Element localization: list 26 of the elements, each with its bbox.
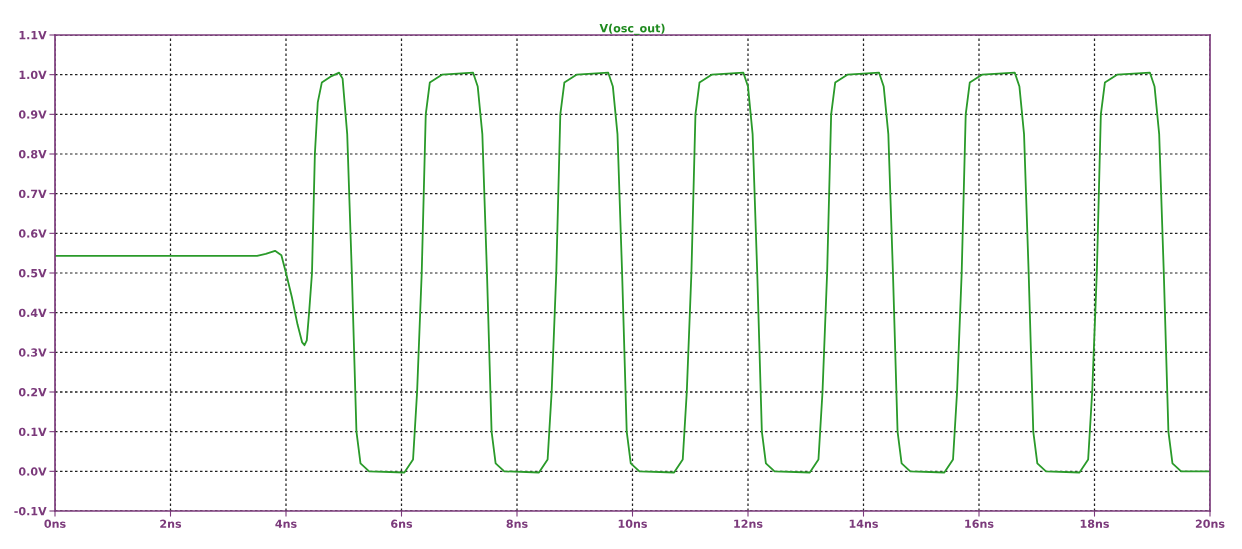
y-tick-label: 0.9V [18,110,47,119]
x-tick-label: 16ns [965,519,994,528]
x-tick-label: 18ns [1080,519,1109,528]
line-series [55,71,1210,474]
x-tick-label: 20ns [1195,519,1225,528]
x-tick-label: 14ns [849,519,878,528]
y-tick-label: 0.3V [18,348,47,357]
y-tick-label: 0.8V [18,149,47,159]
y-tick-label: 0.6V [18,229,47,238]
y-tick-label: 1.0V [19,70,47,80]
y-tick-label: -0.1V [14,506,47,516]
y-tick-label: 0.0V [18,467,47,476]
y-tick-label: 1.1V [19,31,47,40]
x-tick-label: 8ns [506,519,528,528]
chart-title: V(osc_out) [599,23,665,35]
x-tick-label: 10ns [618,519,647,528]
y-tick-label: 0.2V [18,387,47,397]
y-tick-label: 0.4V [18,308,47,318]
y-tick-label: 0.1V [18,427,47,437]
x-tick-label: 12ns [734,519,763,528]
x-tick-label: 0ns [44,519,66,528]
x-tick-label: 6ns [391,519,413,528]
x-tick-label: 2ns [160,519,182,528]
x-tick-label: 4ns [275,519,297,528]
y-tick-label: 0.5V [18,268,47,278]
y-tick-label: 0.7V [18,189,47,199]
